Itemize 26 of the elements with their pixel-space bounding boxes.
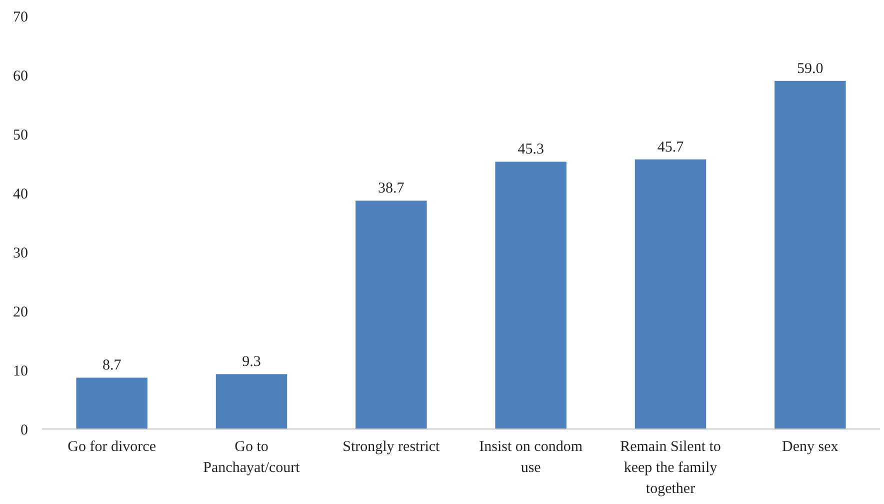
bar	[216, 374, 288, 429]
data-label: 9.3	[242, 354, 261, 370]
y-tick-label: 40	[13, 186, 28, 202]
y-tick-label: 60	[13, 68, 28, 84]
data-label: 59.0	[797, 60, 824, 77]
data-label: 45.3	[518, 142, 544, 158]
data-label: 8.7	[102, 358, 122, 374]
y-tick-label: 30	[13, 245, 28, 262]
x-tick-label: Insist on condom use	[479, 439, 583, 476]
y-tick-label: 70	[13, 9, 28, 26]
x-tick-label: Go for divorce	[68, 439, 156, 455]
x-tick-label: Go to Panchayat/court	[203, 439, 301, 476]
data-label: 45.7	[657, 139, 684, 156]
y-tick-label: 50	[13, 127, 28, 144]
bar	[76, 378, 148, 429]
bar	[774, 80, 846, 429]
x-tick-label: Deny sex	[782, 439, 839, 455]
x-tick-label: Remain Silent to keep the family together	[620, 439, 721, 497]
bar	[495, 162, 566, 429]
y-tick-label: 0	[20, 422, 28, 438]
x-tick-label: Strongly restrict	[342, 439, 441, 455]
bar	[634, 159, 706, 429]
bar	[356, 200, 427, 429]
data-label: 38.7	[378, 180, 405, 197]
y-tick-label: 10	[13, 363, 28, 380]
y-tick-label: 20	[13, 304, 28, 320]
